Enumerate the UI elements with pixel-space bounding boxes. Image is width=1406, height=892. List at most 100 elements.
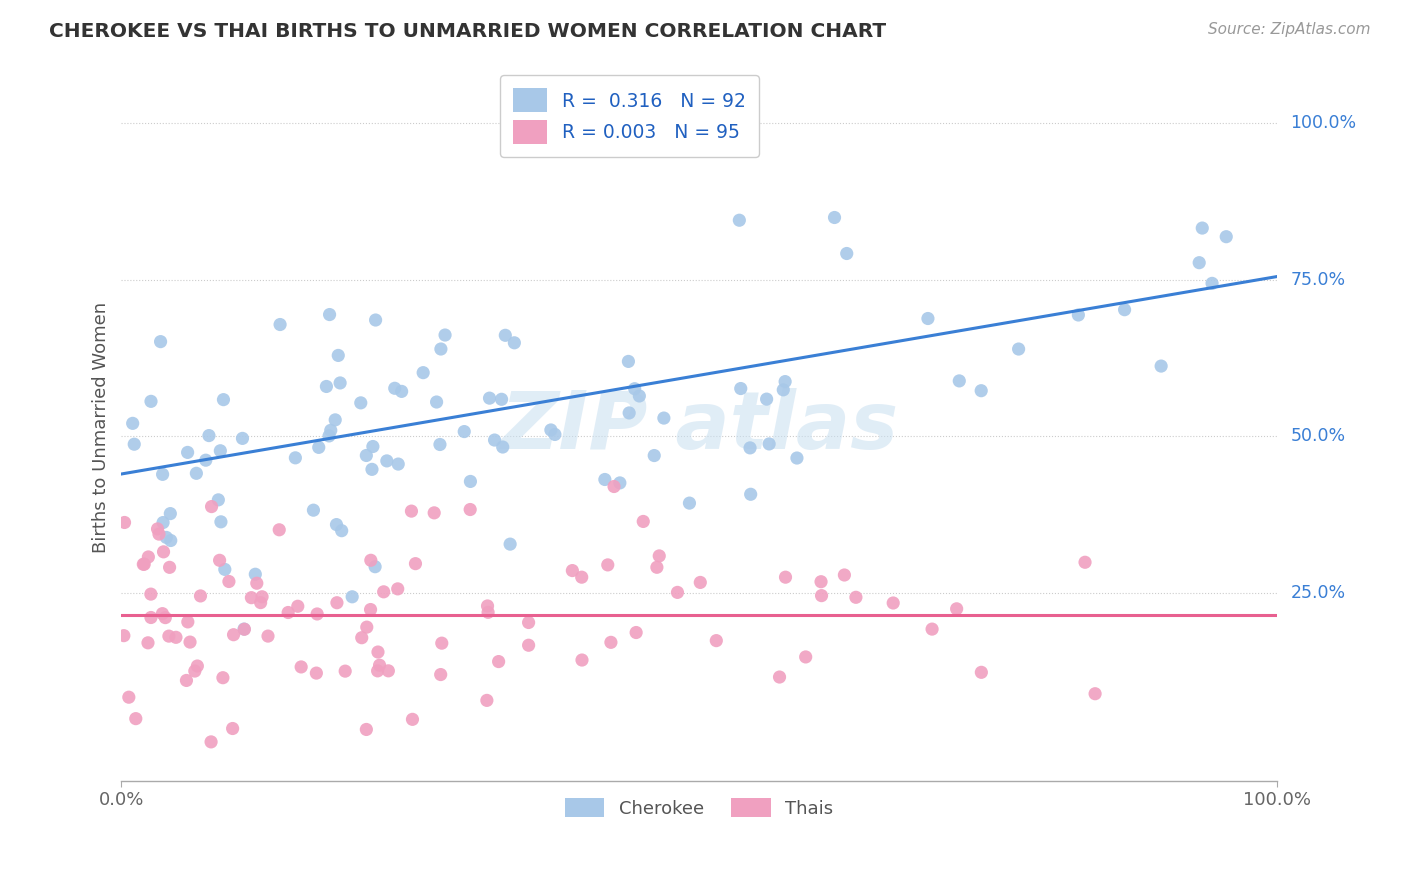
- Point: [561, 564, 583, 578]
- Point: [200, 500, 222, 514]
- Point: [377, 664, 399, 678]
- Point: [335, 664, 357, 678]
- Point: [233, 622, 256, 636]
- Point: [970, 665, 993, 680]
- Point: [755, 392, 778, 406]
- Point: [373, 584, 395, 599]
- Point: [148, 527, 170, 541]
- Point: [218, 574, 240, 589]
- Point: [340, 590, 363, 604]
- Point: [917, 311, 939, 326]
- Point: [401, 712, 423, 726]
- Point: [652, 411, 675, 425]
- Point: [186, 659, 208, 673]
- Point: [318, 429, 340, 443]
- Point: [494, 328, 516, 343]
- Point: [200, 735, 222, 749]
- Point: [186, 467, 208, 481]
- Point: [212, 392, 235, 407]
- Point: [190, 589, 212, 603]
- Point: [360, 602, 382, 616]
- Point: [491, 392, 513, 407]
- Point: [245, 567, 267, 582]
- Point: [404, 557, 426, 571]
- Point: [738, 441, 761, 455]
- Point: [318, 308, 340, 322]
- Point: [488, 655, 510, 669]
- Point: [882, 596, 904, 610]
- Point: [810, 589, 832, 603]
- Point: [315, 379, 337, 393]
- Point: [361, 440, 384, 454]
- Point: [319, 423, 342, 437]
- Point: [290, 660, 312, 674]
- Point: [617, 406, 640, 420]
- Point: [426, 395, 449, 409]
- Point: [326, 596, 349, 610]
- Point: [794, 649, 817, 664]
- Point: [384, 381, 406, 395]
- Point: [134, 558, 156, 572]
- Point: [179, 635, 201, 649]
- Point: [571, 570, 593, 584]
- Point: [212, 671, 235, 685]
- Point: [628, 389, 651, 403]
- Point: [118, 690, 141, 705]
- Point: [740, 487, 762, 501]
- Point: [323, 413, 346, 427]
- Point: [132, 558, 155, 572]
- Point: [970, 384, 993, 398]
- Point: [269, 523, 291, 537]
- Point: [269, 318, 291, 332]
- Point: [121, 417, 143, 431]
- Point: [155, 530, 177, 544]
- Point: [540, 423, 562, 437]
- Point: [423, 506, 446, 520]
- Point: [603, 479, 626, 493]
- Point: [184, 664, 207, 678]
- Point: [429, 437, 451, 451]
- Point: [368, 658, 391, 673]
- Point: [921, 622, 943, 636]
- Point: [704, 633, 727, 648]
- Point: [478, 391, 501, 405]
- Point: [207, 492, 229, 507]
- Point: [593, 473, 616, 487]
- Point: [600, 635, 623, 649]
- Point: [434, 328, 457, 343]
- Point: [391, 384, 413, 399]
- Point: [517, 615, 540, 630]
- Legend: Cherokee, Thais: Cherokee, Thais: [558, 791, 841, 825]
- Point: [125, 712, 148, 726]
- Text: 50.0%: 50.0%: [1291, 427, 1346, 445]
- Point: [155, 610, 177, 624]
- Text: 25.0%: 25.0%: [1291, 584, 1346, 602]
- Point: [305, 666, 328, 681]
- Point: [138, 549, 160, 564]
- Y-axis label: Births to Unmarried Women: Births to Unmarried Women: [93, 301, 110, 552]
- Point: [689, 575, 711, 590]
- Point: [330, 524, 353, 538]
- Point: [356, 620, 378, 634]
- Point: [401, 504, 423, 518]
- Point: [176, 445, 198, 459]
- Point: [453, 425, 475, 439]
- Point: [484, 433, 506, 447]
- Point: [194, 453, 217, 467]
- Point: [645, 560, 668, 574]
- Point: [308, 441, 330, 455]
- Point: [361, 462, 384, 476]
- Point: [430, 636, 453, 650]
- Point: [1067, 308, 1090, 322]
- Point: [571, 653, 593, 667]
- Point: [834, 568, 856, 582]
- Point: [159, 507, 181, 521]
- Point: [146, 522, 169, 536]
- Point: [307, 607, 329, 621]
- Point: [233, 622, 256, 636]
- Point: [360, 553, 382, 567]
- Point: [609, 475, 631, 490]
- Text: ZIP atlas: ZIP atlas: [501, 388, 898, 466]
- Point: [772, 383, 794, 397]
- Point: [277, 606, 299, 620]
